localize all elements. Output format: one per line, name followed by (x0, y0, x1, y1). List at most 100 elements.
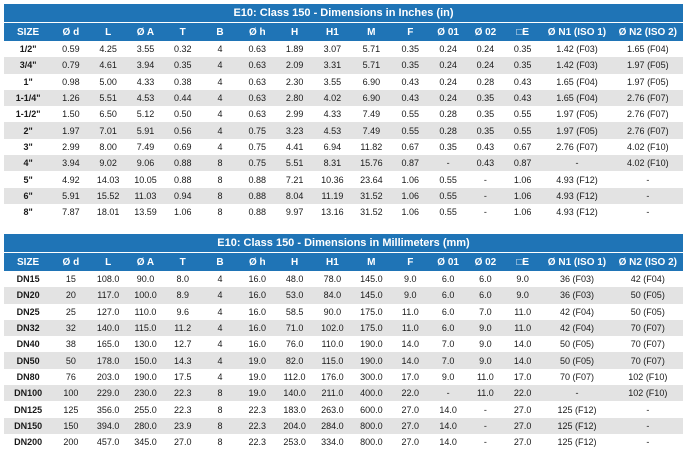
table-cell: 0.59 (52, 41, 90, 58)
table-cell: 42 (F04) (541, 303, 613, 320)
table-cell: 2.76 (F07) (612, 106, 683, 123)
table-cell: 400.0 (351, 385, 392, 402)
table-cell: 0.75 (238, 138, 276, 156)
table-cell: 4 (201, 368, 239, 386)
table-cell: 22.3 (238, 417, 276, 434)
table-cell: 7.0 (429, 352, 467, 369)
table-cell: 5.12 (126, 106, 165, 123)
table-cell: 0.28 (466, 73, 505, 90)
table-cell: 10.05 (126, 171, 165, 188)
table-row: DN100 100 229.0 230.0 22.3 8 19.0 140.0 211.0 400… (4, 385, 683, 402)
table-cell: 150.0 (126, 352, 165, 369)
table-cell: 14.0 (391, 336, 430, 353)
table-cell: 0.43 (466, 155, 505, 172)
table-cell: 1.06 (391, 187, 430, 204)
table-cell: 130.0 (126, 336, 165, 353)
table-cell: 0.87 (391, 155, 430, 172)
table-cell: 6.94 (313, 138, 352, 156)
table-cell: 13.59 (126, 203, 165, 221)
table-cell: 36 (F03) (541, 271, 613, 288)
table-cell: 229.0 (89, 385, 127, 402)
table-cell: 0.35 (391, 57, 430, 74)
table-row: 1" 0.98 5.00 4.33 0.38 4 0.63 2.30 3.55 6.90 0.43 0… (4, 73, 683, 90)
table-cell: 2.80 (275, 89, 314, 107)
table-cell: 70 (F07) (541, 368, 613, 386)
table-cell: 76.0 (275, 336, 314, 353)
table-cell: 2.76 (F07) (612, 89, 683, 107)
table-cell: 0.75 (238, 122, 276, 139)
table-cell: 175.0 (351, 303, 392, 320)
table-cell: 16.0 (238, 336, 276, 353)
size-cell: DN25 (4, 303, 53, 320)
table-cell: 27.0 (391, 433, 430, 451)
table-cell: 2.76 (F07) (612, 122, 683, 139)
table-row: DN40 38 165.0 130.0 12.7 4 16.0 76.0 110.0 190.0 1… (4, 336, 683, 353)
table-cell: 457.0 (89, 433, 127, 451)
table-cell: 27.0 (164, 433, 202, 451)
inches-table-block: E10: Class 150 - Dimensions in Inches (i… (4, 4, 683, 221)
mm-column-header: Ø N2 (ISO 2) (612, 253, 683, 271)
table-cell: - (466, 401, 505, 418)
table-cell: 4.33 (313, 106, 352, 123)
size-cell: DN125 (4, 401, 53, 418)
table-cell: 70 (F07) (612, 319, 683, 337)
table-cell: 8 (201, 187, 239, 204)
table-cell: 183.0 (275, 401, 314, 418)
table-cell: 19.0 (238, 368, 276, 386)
table-cell: 112.0 (275, 368, 314, 386)
table-cell: 9.0 (504, 287, 542, 304)
table-cell: 0.32 (164, 41, 202, 58)
table-cell: 25 (52, 303, 90, 320)
table-cell: 18.01 (89, 203, 127, 221)
in-column-header: □E (504, 23, 542, 41)
table-cell: 145.0 (351, 287, 392, 304)
mm-column-header: B (201, 253, 239, 271)
table-cell: 0.63 (238, 73, 276, 90)
table-cell: 4 (201, 106, 239, 123)
mm-column-header: Ø N1 (ISO 1) (541, 253, 613, 271)
table-cell: 17.0 (391, 368, 430, 386)
table-cell: 0.88 (238, 171, 276, 188)
table-cell: 7.49 (351, 122, 392, 139)
table-cell: 110.0 (126, 303, 165, 320)
mm-column-header: Ø d (52, 253, 90, 271)
size-cell: DN15 (4, 271, 53, 288)
table-cell: 48.0 (275, 271, 314, 288)
table-cell: 263.0 (313, 401, 352, 418)
table-cell: 8 (201, 401, 239, 418)
table-cell: 190.0 (351, 352, 392, 369)
table-cell: 100 (52, 385, 90, 402)
table-cell: 14.3 (164, 352, 202, 369)
table-cell: 394.0 (89, 417, 127, 434)
table-cell: 78.0 (313, 271, 352, 288)
table-row: DN150 150 394.0 280.0 23.9 8 22.3 204.0 284.0 800… (4, 417, 683, 434)
table-cell: 345.0 (126, 433, 165, 451)
in-column-header: M (351, 23, 392, 41)
table-cell: 8.31 (313, 155, 352, 172)
table-cell: 0.43 (466, 138, 505, 156)
table-cell: 3.55 (126, 41, 165, 58)
table-cell: 8 (201, 385, 239, 402)
in-column-header: SIZE (4, 23, 53, 41)
size-cell: 6" (4, 187, 53, 204)
table-cell: 71.0 (275, 319, 314, 337)
table-cell: 4.33 (126, 73, 165, 90)
table-cell: 27.0 (504, 417, 542, 434)
table-cell: 7.49 (126, 138, 165, 156)
table-cell: 15.76 (351, 155, 392, 172)
table-cell: 4.53 (313, 122, 352, 139)
table-cell: 125 (F12) (541, 401, 613, 418)
table-cell: 0.88 (238, 203, 276, 221)
table-cell: 9.97 (275, 203, 314, 221)
table-cell: 27.0 (391, 417, 430, 434)
table-cell: 4 (201, 138, 239, 156)
table-cell: 0.43 (391, 89, 430, 107)
mm-column-header: H1 (313, 253, 352, 271)
table-cell: 4 (201, 57, 239, 74)
table-cell: 14.0 (429, 433, 467, 451)
table-cell: 58.5 (275, 303, 314, 320)
table-cell: 2.30 (275, 73, 314, 90)
table-cell: 7.49 (351, 106, 392, 123)
